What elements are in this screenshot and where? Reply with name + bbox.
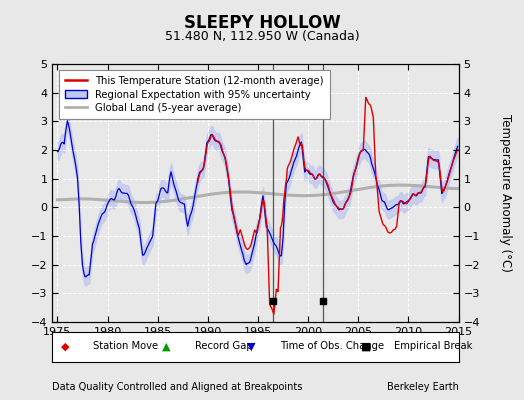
Text: Berkeley Earth: Berkeley Earth: [387, 382, 458, 392]
Text: ▼: ▼: [247, 341, 256, 351]
Text: Data Quality Controlled and Aligned at Breakpoints: Data Quality Controlled and Aligned at B…: [52, 382, 303, 392]
Text: Empirical Break: Empirical Break: [394, 341, 472, 351]
Text: ◆: ◆: [61, 341, 69, 351]
Legend: This Temperature Station (12-month average), Regional Expectation with 95% uncer: This Temperature Station (12-month avera…: [59, 70, 330, 119]
Text: Record Gap: Record Gap: [194, 341, 252, 351]
Text: 51.480 N, 112.950 W (Canada): 51.480 N, 112.950 W (Canada): [165, 30, 359, 43]
Text: Time of Obs. Change: Time of Obs. Change: [280, 341, 384, 351]
Text: ■: ■: [361, 341, 372, 351]
Text: SLEEPY HOLLOW: SLEEPY HOLLOW: [183, 14, 341, 32]
Text: Station Move: Station Move: [93, 341, 158, 351]
Text: ▲: ▲: [162, 341, 170, 351]
Y-axis label: Temperature Anomaly (°C): Temperature Anomaly (°C): [499, 114, 512, 272]
